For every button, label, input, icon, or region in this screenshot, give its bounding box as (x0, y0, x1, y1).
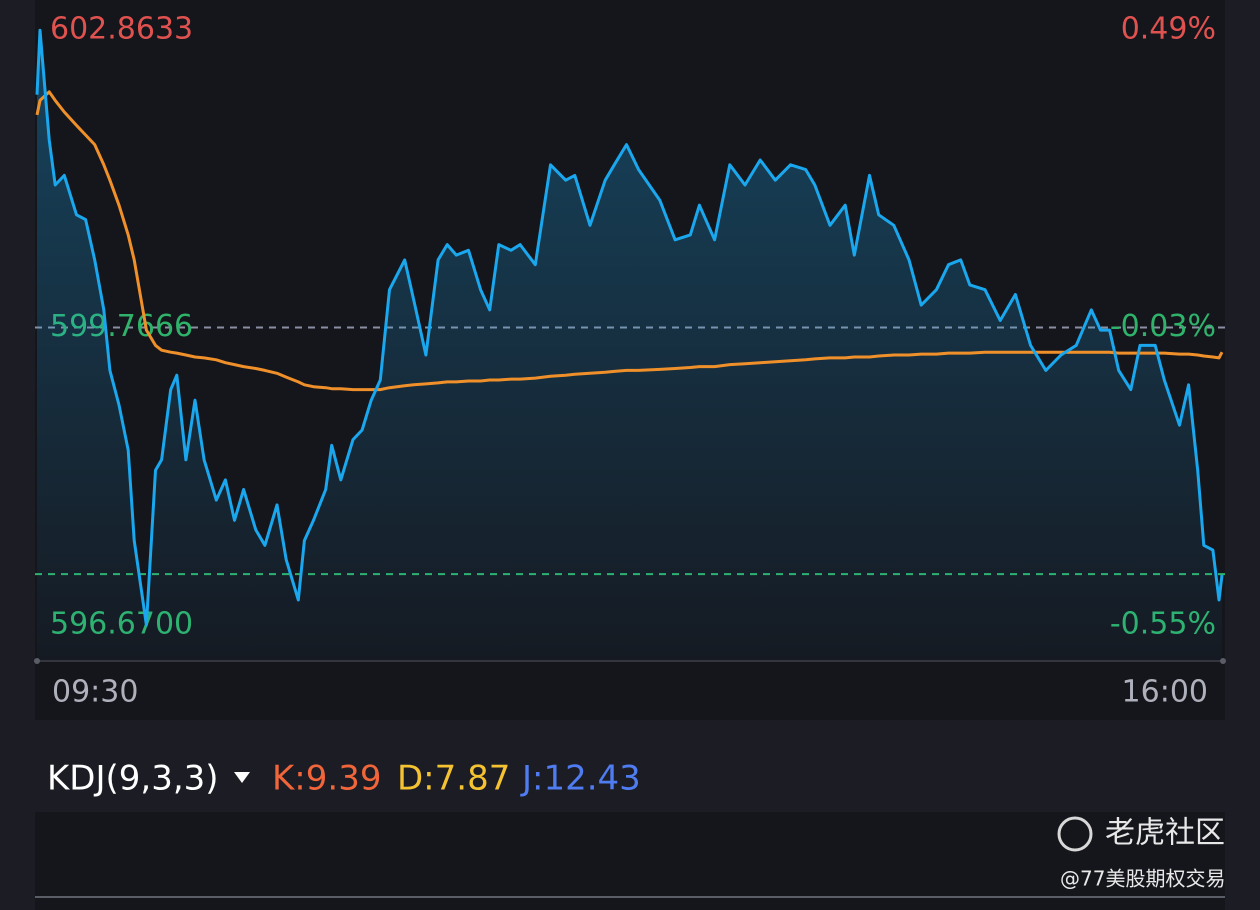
indicator-panel (35, 812, 1225, 910)
price-area (37, 30, 1222, 661)
indicator-value: K:9.39 (272, 759, 381, 799)
plot: 596.6700599.7666602.8633-0.55%-0.03%0.49… (35, 12, 1225, 710)
y2-tick-label: 0.49% (1121, 12, 1216, 47)
watermark: 老虎社区 @77美股期权交易 (1057, 816, 1225, 891)
y2-tick-label: -0.03% (1110, 309, 1216, 344)
price-line (35, 28, 1224, 627)
watermark-icon (1057, 816, 1093, 852)
x-tick-label: 09:30 (52, 675, 138, 710)
x-tick-label: 16:00 (1122, 675, 1208, 710)
dropdown-arrow[interactable] (234, 772, 250, 783)
indicator-values: K:9.39 D:7.87 J:12.43 (272, 759, 641, 799)
y-tick-label: 602.8633 (50, 12, 193, 47)
indicator-value: D:7.87 (397, 759, 510, 799)
indicator-value: J:12.43 (520, 759, 641, 799)
watermark-author: @77美股期权交易 (1060, 867, 1225, 891)
indicator-title[interactable]: KDJ(9,3,3) (47, 759, 219, 799)
watermark-brand: 老虎社区 (1105, 816, 1225, 851)
